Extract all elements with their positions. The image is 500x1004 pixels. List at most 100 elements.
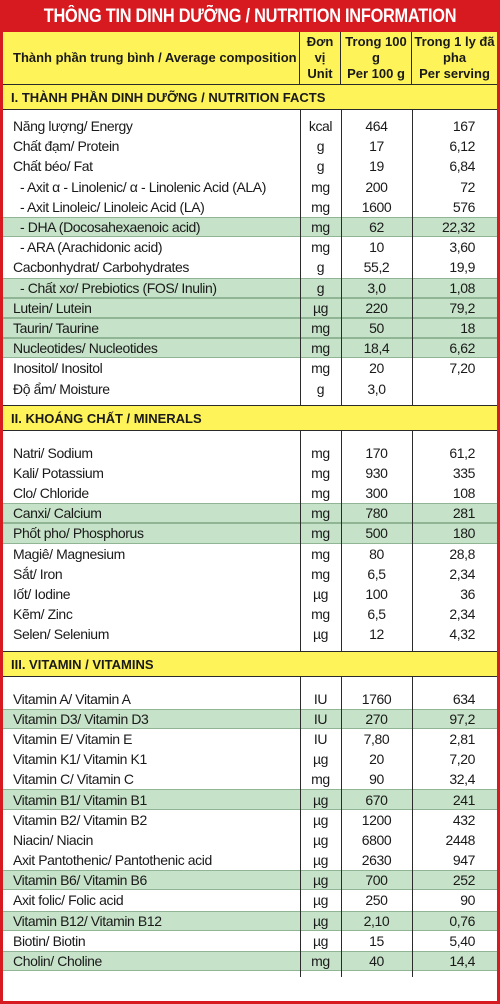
nutrient-name: Canxi/ Calcium xyxy=(13,505,102,522)
nutrient-unit: mg xyxy=(311,464,330,481)
table-row: Chất đạm/ Protein g 17 6,12 xyxy=(3,136,497,156)
value-per-100g: 930 xyxy=(365,464,388,481)
value-per-100g: 55,2 xyxy=(363,259,390,276)
value-per-serving: 7,20 xyxy=(449,360,475,377)
value-per-serving: 2448 xyxy=(445,831,475,848)
table-row: - Axit Linoleic/ Linoleic Acid (LA) mg 160… xyxy=(3,197,497,217)
table-row: Niacin/ Niacin µg 6800 2448 xyxy=(3,830,497,850)
table-row: Natri/ Sodium mg 170 61,2 xyxy=(3,443,497,463)
value-per-serving: 576 xyxy=(452,198,476,215)
nutrient-unit: µg xyxy=(312,852,329,869)
table-row: Vitamin B6/ Vitamin B6 µg 700 252 xyxy=(3,870,497,891)
nutrient-name: Vitamin C/ Vitamin C xyxy=(13,771,134,788)
nutrient-name: Iốt/ Iodine xyxy=(13,586,71,603)
nutrient-name: Selen/ Selenium xyxy=(13,626,109,643)
value-per-serving: 2,34 xyxy=(449,565,475,582)
value-per-serving: 97,2 xyxy=(449,710,475,727)
nutrient-name: Chất béo/ Fat xyxy=(13,158,93,175)
nutrient-name: Inositol/ Inositol xyxy=(13,360,103,377)
value-per-100g: 2,10 xyxy=(363,912,390,929)
value-per-100g: 464 xyxy=(365,118,388,135)
nutrient-unit: µg xyxy=(312,811,329,828)
table-row: Vitamin K1/ Vitamin K1 µg 20 7,20 xyxy=(3,749,497,769)
value-per-100g: 170 xyxy=(365,444,388,461)
value-per-100g: 62 xyxy=(369,219,384,236)
nutrient-name: Axit folic/ Folic acid xyxy=(13,892,124,909)
value-per-serving: 6,84 xyxy=(449,158,475,175)
nutrient-name: Phốt pho/ Phosphorus xyxy=(13,525,144,542)
nutrient-name: Lutein/ Lutein xyxy=(13,299,92,316)
value-per-100g: 300 xyxy=(365,485,388,502)
table-row: - Chất xơ/ Prebiotics (FOS/ Inulin) g 3,0 1… xyxy=(3,277,497,298)
value-per-100g: 250 xyxy=(365,892,388,909)
nutrient-name: Magiê/ Magnesium xyxy=(13,545,125,562)
nutrient-unit: µg xyxy=(312,932,329,949)
nutrient-unit: g xyxy=(316,259,325,276)
value-per-serving: 281 xyxy=(452,505,476,522)
nutrient-name: Vitamin B6/ Vitamin B6 xyxy=(13,872,147,889)
value-per-serving: 14,4 xyxy=(449,953,475,970)
nutrient-unit: mg xyxy=(311,340,330,357)
nutrient-name: - DHA (Docosahexaenoic acid) xyxy=(13,219,201,236)
nutrient-name: Nucleotides/ Nucleotides xyxy=(13,340,158,357)
nutrient-unit: kcal xyxy=(308,118,333,135)
nutrient-name: Taurin/ Taurine xyxy=(13,319,99,336)
nutrient-unit: mg xyxy=(311,319,330,336)
value-per-100g: 10 xyxy=(369,239,384,256)
value-per-100g: 90 xyxy=(369,771,384,788)
header-per-100g: Trong 100 g Per 100 g xyxy=(341,32,412,84)
value-per-serving: 432 xyxy=(452,811,476,828)
value-per-100g: 3,0 xyxy=(367,380,386,397)
header-unit: Đơn vị Unit xyxy=(300,32,341,84)
value-per-serving: 947 xyxy=(452,852,476,869)
nutrient-name: Axit Pantothenic/ Pantothenic acid xyxy=(13,852,212,869)
nutrient-name: - Axit α - Linolenic/ α - Linolenic Acid… xyxy=(13,178,266,195)
table-row: Magiê/ Magnesium mg 80 28,8 xyxy=(3,544,497,564)
table-row: Vitamin E/ Vitamin E IU 7,80 2,81 xyxy=(3,729,497,749)
nutrient-name: Clo/ Chloride xyxy=(13,485,89,502)
nutrient-unit: mg xyxy=(311,219,330,236)
value-per-100g: 220 xyxy=(365,299,388,316)
nutrient-name: Vitamin A/ Vitamin A xyxy=(13,690,131,707)
nutrient-name: Niacin/ Niacin xyxy=(13,831,93,848)
value-per-100g: 3,0 xyxy=(367,279,386,296)
value-per-serving: 19,9 xyxy=(449,259,475,276)
nutrient-name: Sắt/ Iron xyxy=(13,565,63,582)
value-per-serving: 61,2 xyxy=(449,444,475,461)
value-per-serving: 180 xyxy=(452,525,476,542)
value-per-serving: 79,2 xyxy=(449,299,475,316)
value-per-serving: 241 xyxy=(452,791,476,808)
nutrient-name: Cacbonhydrat/ Carbohydrates xyxy=(13,259,189,276)
value-per-100g: 7,80 xyxy=(363,730,390,747)
nutrient-unit: µg xyxy=(312,791,329,808)
table-row: Chất béo/ Fat g 19 6,84 xyxy=(3,156,497,176)
value-per-100g: 17 xyxy=(369,138,384,155)
value-per-100g: 780 xyxy=(365,505,388,522)
value-per-100g: 670 xyxy=(365,791,388,808)
table-row: Kẽm/ Zinc mg 6,5 2,34 xyxy=(3,604,497,624)
value-per-serving: 6,62 xyxy=(449,340,475,357)
nutrient-unit: µg xyxy=(312,626,329,643)
value-per-serving: 2,81 xyxy=(449,730,475,747)
value-per-serving: 5,40 xyxy=(449,932,475,949)
value-per-100g: 12 xyxy=(369,626,384,643)
table-row: Cholin/ Choline mg 40 14,4 xyxy=(3,950,497,972)
value-per-100g: 18,4 xyxy=(363,340,390,357)
value-per-100g: 1760 xyxy=(361,690,392,707)
table-row: Biotin/ Biotin µg 15 5,40 xyxy=(3,931,497,951)
table-row: Độ ẩm/ Moisture g 3,0 xyxy=(3,378,497,398)
value-per-100g: 1200 xyxy=(361,811,392,828)
table-row: Kali/ Potassium mg 930 335 xyxy=(3,463,497,483)
section-body: Natri/ Sodium mg 170 61,2 Kali/ Potassium mg 9… xyxy=(3,430,497,651)
nutrient-unit: µg xyxy=(312,872,329,889)
table-header: Thành phần trung bình / Average composit… xyxy=(3,32,497,85)
value-per-serving: 4,32 xyxy=(449,626,475,643)
value-per-serving: 22,32 xyxy=(441,219,475,236)
nutrient-name: Năng lượng/ Energy xyxy=(13,118,133,135)
nutrient-unit: µg xyxy=(312,831,329,848)
table-row: Vitamin B12/ Vitamin B12 µg 2,10 0,76 xyxy=(3,910,497,931)
nutrient-name: Natri/ Sodium xyxy=(13,444,93,461)
nutrient-name: Vitamin E/ Vitamin E xyxy=(13,730,133,747)
table-row: - ARA (Arachidonic acid) mg 10 3,60 xyxy=(3,237,497,257)
value-per-serving: 18 xyxy=(460,319,475,336)
